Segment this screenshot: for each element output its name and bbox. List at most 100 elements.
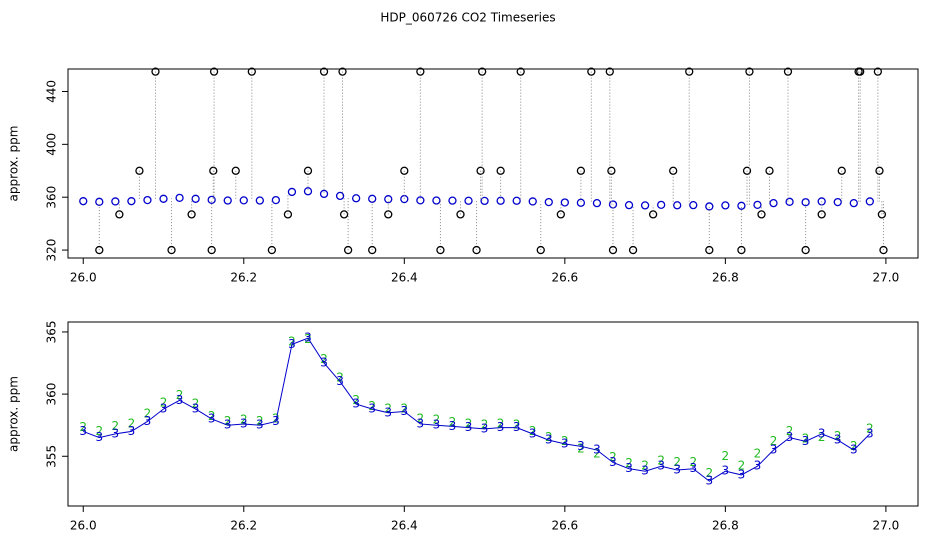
point bbox=[303, 166, 313, 175]
point: 2 bbox=[497, 416, 505, 430]
point bbox=[801, 245, 810, 255]
point bbox=[817, 210, 826, 219]
y-tick-label: 365 bbox=[45, 320, 59, 343]
point: 2 bbox=[417, 411, 425, 425]
point: 2 bbox=[208, 409, 216, 423]
point: 2 bbox=[400, 402, 408, 416]
point: 2 bbox=[625, 456, 633, 470]
point bbox=[556, 210, 565, 219]
point bbox=[416, 196, 425, 205]
point bbox=[464, 196, 473, 205]
point: 2 bbox=[770, 434, 778, 448]
point: 3 bbox=[336, 374, 344, 388]
point: 2 bbox=[577, 441, 585, 455]
point: 3 bbox=[866, 426, 874, 440]
point: 3 bbox=[609, 455, 617, 469]
y-tick-label: 360 bbox=[45, 186, 59, 209]
point: 3 bbox=[641, 464, 649, 478]
point bbox=[753, 200, 762, 210]
point bbox=[339, 210, 349, 219]
point bbox=[849, 199, 858, 208]
point bbox=[384, 195, 393, 204]
point: 3 bbox=[593, 443, 601, 457]
point bbox=[209, 166, 218, 175]
point bbox=[338, 67, 347, 76]
plot-frame bbox=[67, 68, 919, 259]
point bbox=[673, 201, 682, 210]
point bbox=[191, 194, 200, 203]
point bbox=[640, 201, 650, 210]
point bbox=[705, 245, 714, 255]
point: 3 bbox=[192, 402, 200, 416]
point: 3 bbox=[288, 337, 296, 351]
point bbox=[496, 166, 505, 175]
point: 3 bbox=[128, 424, 136, 438]
point bbox=[159, 194, 168, 203]
point bbox=[576, 166, 586, 175]
point bbox=[207, 195, 216, 204]
point: 3 bbox=[352, 397, 360, 411]
point: 2 bbox=[320, 352, 328, 366]
point: 3 bbox=[176, 393, 184, 407]
point bbox=[95, 245, 104, 255]
point bbox=[95, 197, 104, 206]
point bbox=[833, 197, 842, 207]
point bbox=[705, 202, 714, 211]
series-line bbox=[83, 337, 871, 482]
point: 2 bbox=[288, 334, 296, 348]
point bbox=[175, 193, 184, 203]
y-axis-label: approx. ppm bbox=[7, 376, 21, 452]
point: 2 bbox=[128, 416, 136, 430]
y-tick-label: 320 bbox=[45, 239, 59, 262]
point: 3 bbox=[529, 426, 537, 440]
x-tick-label: 26.2 bbox=[230, 271, 257, 285]
point: 3 bbox=[272, 414, 280, 428]
point: 3 bbox=[368, 402, 376, 416]
point bbox=[167, 245, 176, 255]
point: 2 bbox=[786, 424, 794, 438]
point bbox=[628, 245, 638, 255]
point bbox=[436, 245, 445, 255]
y-tick-label: 355 bbox=[45, 445, 59, 468]
point: 3 bbox=[834, 433, 842, 447]
point: 2 bbox=[336, 370, 344, 384]
point bbox=[737, 245, 746, 255]
x-tick-label: 27.0 bbox=[873, 519, 900, 533]
y-axis-label: approx. ppm bbox=[7, 126, 21, 202]
point bbox=[368, 194, 377, 203]
point: 2 bbox=[112, 419, 120, 433]
point: 3 bbox=[673, 462, 681, 476]
point bbox=[536, 245, 545, 255]
point bbox=[757, 210, 766, 219]
point bbox=[837, 166, 846, 175]
point bbox=[607, 166, 616, 175]
point: 3 bbox=[481, 421, 489, 435]
point: 2 bbox=[384, 402, 392, 416]
point bbox=[127, 197, 136, 206]
point bbox=[648, 210, 658, 219]
point bbox=[319, 189, 329, 199]
point bbox=[875, 166, 884, 175]
point: 2 bbox=[593, 446, 601, 460]
point: 3 bbox=[112, 426, 120, 440]
point: 3 bbox=[722, 464, 730, 478]
point bbox=[480, 196, 489, 206]
point: 2 bbox=[545, 430, 553, 444]
point: 2 bbox=[657, 454, 665, 468]
point: 2 bbox=[641, 459, 649, 473]
x-tick-label: 26.4 bbox=[391, 271, 418, 285]
point: 3 bbox=[449, 419, 457, 433]
point: 2 bbox=[561, 434, 569, 448]
point: 2 bbox=[192, 397, 200, 411]
point bbox=[873, 67, 883, 76]
point: 2 bbox=[609, 450, 617, 464]
point bbox=[456, 210, 465, 219]
point bbox=[476, 166, 485, 175]
point bbox=[79, 197, 88, 206]
point bbox=[271, 195, 281, 205]
point: 2 bbox=[802, 431, 810, 445]
point bbox=[865, 197, 874, 206]
point bbox=[351, 194, 361, 203]
point bbox=[151, 67, 160, 76]
point: 3 bbox=[625, 461, 633, 475]
